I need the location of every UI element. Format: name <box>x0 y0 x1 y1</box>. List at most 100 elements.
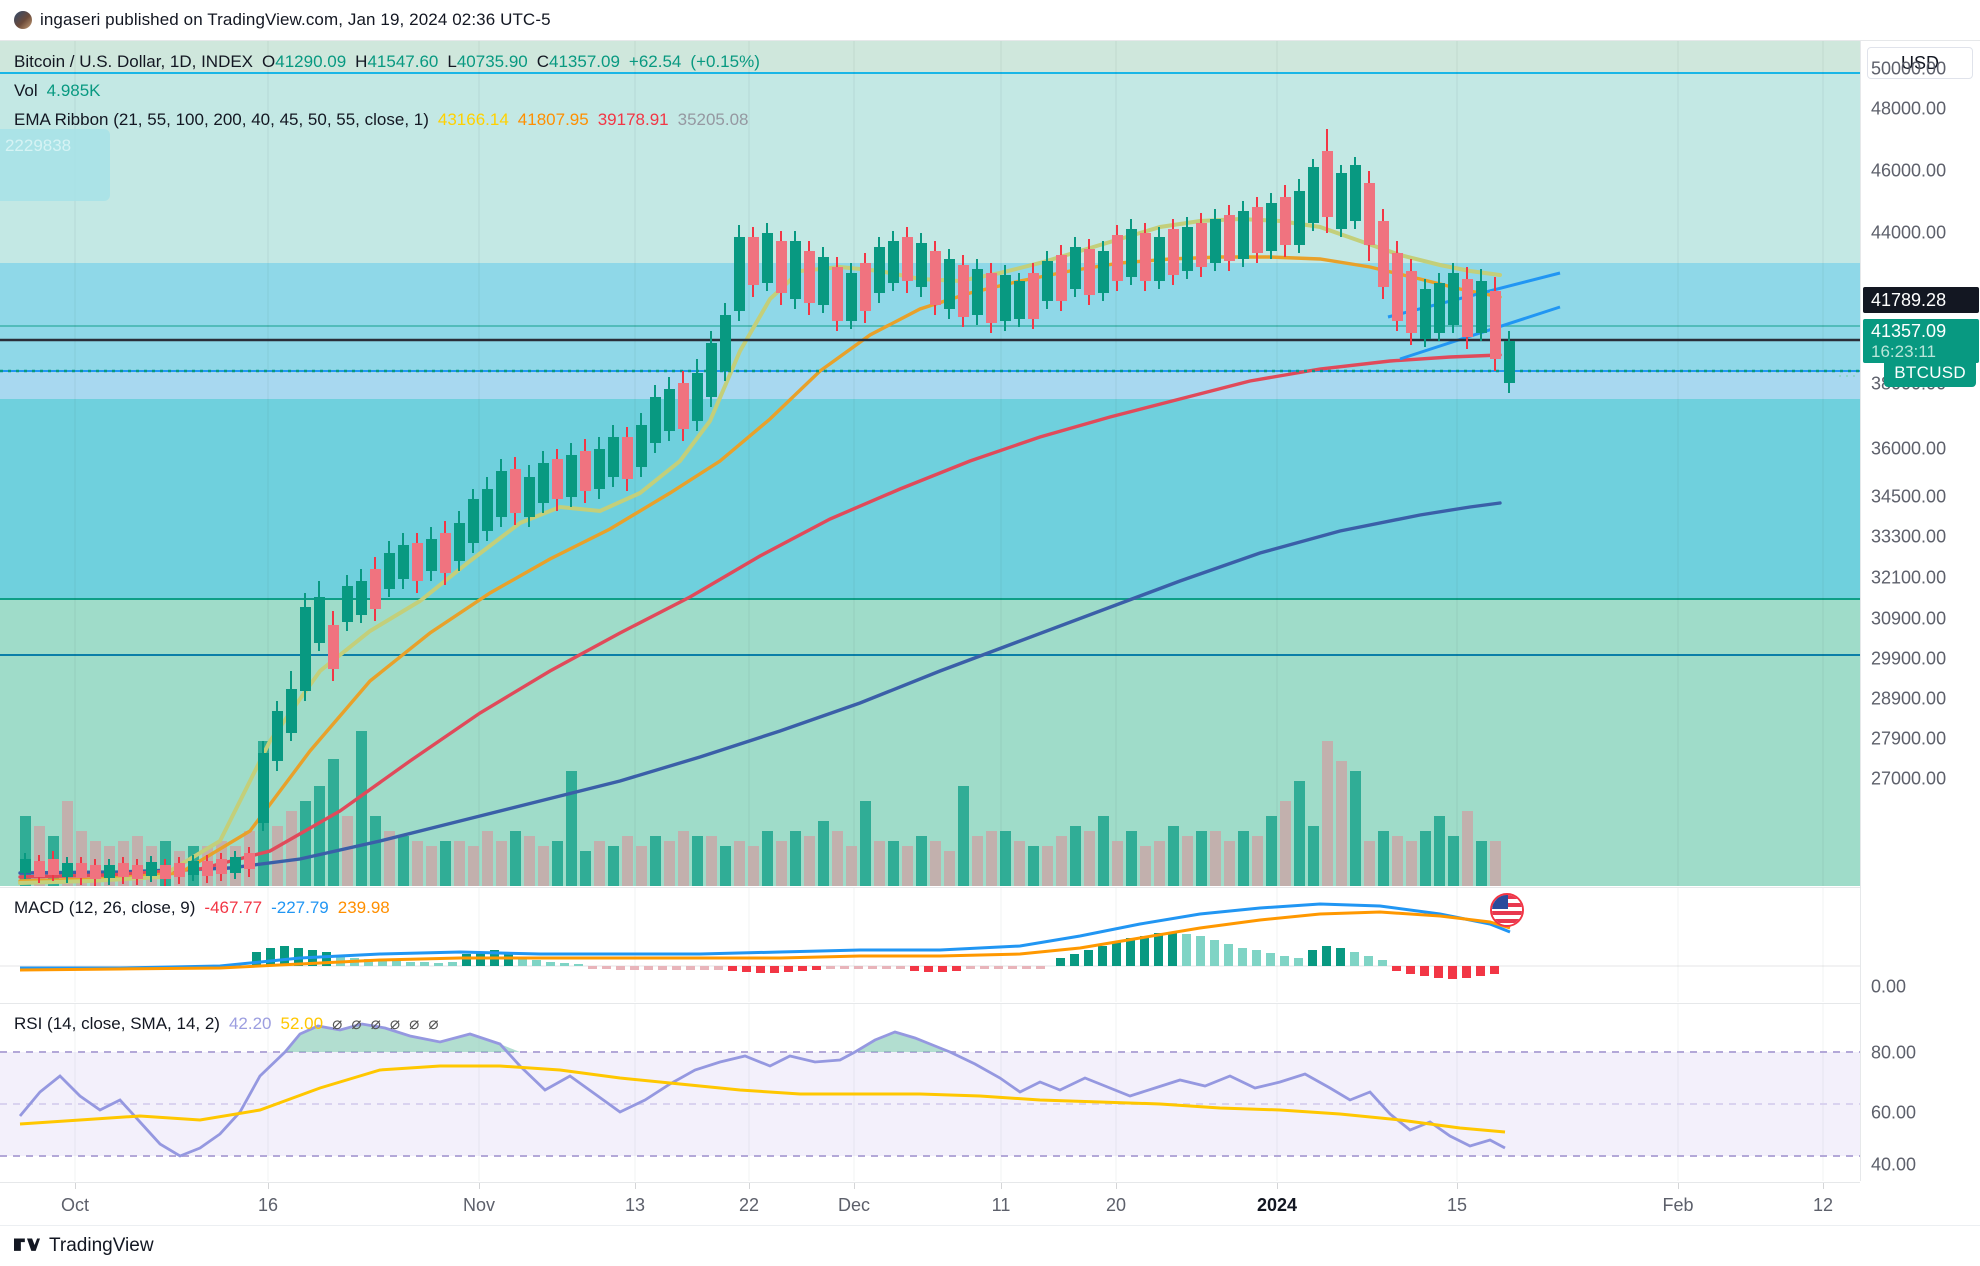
macd-hist-value: -467.77 <box>204 898 263 917</box>
price-tick-36000: 36000.00 <box>1871 438 1947 459</box>
ema-55-line <box>18 255 1502 883</box>
legend-volume-row[interactable]: Vol 4.985K <box>14 76 760 105</box>
legend-ema-100-value: 39178.91 <box>597 110 669 129</box>
legend-close: C41357.09 <box>536 52 620 71</box>
macd-tick-0: 0.00 <box>1871 976 1907 997</box>
time-axis[interactable]: Oct 16 Nov 13 22 Dec 11 20 2024 15 Feb 1… <box>0 1182 1860 1226</box>
legend-change-pct: (+0.15%) <box>690 52 760 71</box>
price-tick-48000: 48000.00 <box>1871 98 1947 119</box>
price-tick-44000: 44000.00 <box>1871 222 1947 243</box>
price-tick-33300: 33300.00 <box>1871 526 1947 547</box>
rsi-value: 42.20 <box>228 1014 272 1033</box>
rsi-legend-label: RSI (14, close, SMA, 14, 2) <box>14 1014 220 1033</box>
time-label-15: 15 <box>1446 1195 1468 1215</box>
rsi-empty-6: ⌀ <box>428 1014 439 1033</box>
publish-text: ingaseri published on TradingView.com, J… <box>40 10 551 29</box>
ghost-line-1: 0%) 2229838 <box>0 136 72 155</box>
rsi-empty-3: ⌀ <box>370 1014 381 1033</box>
macd-canvas <box>0 888 1860 1002</box>
legend-symbol-title: Bitcoin / U.S. Dollar, 1D, INDEX <box>14 52 254 71</box>
time-label-16: 16 <box>257 1195 279 1215</box>
rsi-empty-5: ⌀ <box>409 1014 420 1033</box>
rsi-empty-4: ⌀ <box>389 1014 401 1033</box>
legend-ema-55-value: 41807.95 <box>517 110 589 129</box>
rsi-legend: RSI (14, close, SMA, 14, 2) 42.20 52.00 … <box>14 1009 439 1038</box>
time-label-dec: Dec <box>837 1195 871 1215</box>
chart-legend: Bitcoin / U.S. Dollar, 1D, INDEX O41290.… <box>14 47 760 134</box>
time-label-oct: Oct <box>60 1195 90 1215</box>
rsi-tick-60: 60.00 <box>1871 1102 1917 1123</box>
price-tick-30900: 30900.00 <box>1871 608 1947 629</box>
price-tick-34500: 34500.00 <box>1871 486 1947 507</box>
price-pane[interactable] <box>0 41 1860 886</box>
last-price-value: 41357.09 <box>1871 320 1947 341</box>
macd-legend-row[interactable]: MACD (12, 26, close, 9) -467.77 -227.79 … <box>14 893 390 922</box>
legend-volume-label: Vol <box>14 81 38 100</box>
macd-line <box>20 902 1511 970</box>
tradingview-logo-icon <box>14 1238 40 1255</box>
time-label-2024: 2024 <box>1256 1195 1298 1215</box>
rsi-sma-value: 52.00 <box>280 1014 324 1033</box>
price-tick-27900: 27900.00 <box>1871 728 1947 749</box>
time-label-20: 20 <box>1105 1195 1127 1215</box>
macd-signal-line <box>19 910 1511 972</box>
rsi-pane[interactable] <box>0 1003 1860 1181</box>
tradingview-wordmark: TradingView <box>49 1235 154 1256</box>
legend-high: H41547.60 <box>355 52 439 71</box>
price-tick-32100: 32100.00 <box>1871 567 1947 588</box>
legend-ema-200-value: 35205.08 <box>677 110 749 129</box>
rsi-tick-40: 40.00 <box>1871 1154 1917 1175</box>
candlesticks <box>20 129 1515 886</box>
macd-legend-label: MACD (12, 26, close, 9) <box>14 898 196 917</box>
legend-ema-row[interactable]: EMA Ribbon (21, 55, 100, 200, 40, 45, 50… <box>14 105 760 134</box>
time-label-22: 22 <box>738 1195 760 1215</box>
price-tick-29900: 29900.00 <box>1871 648 1947 669</box>
rsi-empty-2: ⌀ <box>351 1014 362 1033</box>
publish-bar: ingaseri published on TradingView.com, J… <box>0 0 1980 40</box>
drawing-info-box[interactable]: 0%) 2229838 ars 3M <box>0 129 110 201</box>
legend-change: +62.54 <box>628 52 682 71</box>
tv-glyph <box>14 1238 40 1251</box>
price-scale[interactable]: USD 50000.00 48000.00 46000.00 44000.00 … <box>1860 41 1980 1181</box>
legend-low: L40735.90 <box>447 52 528 71</box>
rsi-legend-row[interactable]: RSI (14, close, SMA, 14, 2) 42.20 52.00 … <box>14 1009 439 1038</box>
us-flag-marker[interactable] <box>1490 893 1524 927</box>
macd-legend: MACD (12, 26, close, 9) -467.77 -227.79 … <box>14 893 390 922</box>
ema-200-line <box>18 501 1502 875</box>
last-price-badge[interactable]: 41357.09 16:23:11 <box>1863 319 1979 363</box>
legend-ema-21-value: 43166.14 <box>437 110 509 129</box>
legend-ema-label: EMA Ribbon (21, 55, 100, 200, 40, 45, 50… <box>14 110 429 129</box>
time-label-nov: Nov <box>462 1195 496 1215</box>
ghost-line-2: ars <box>0 158 110 183</box>
price-tick-28900: 28900.00 <box>1871 688 1947 709</box>
price-scale-currency[interactable]: USD <box>1867 47 1973 79</box>
ticker-overflow-dots[interactable]: ··· <box>1837 365 1858 385</box>
macd-line-value: -227.79 <box>271 898 329 917</box>
macd-signal-value: 239.98 <box>337 898 390 917</box>
rsi-empty-1: ⌀ <box>332 1014 343 1033</box>
avatar <box>14 11 32 29</box>
macd-histogram <box>252 932 1499 979</box>
flag-canton <box>1492 895 1508 909</box>
prev-close-badge[interactable]: 41789.28 <box>1863 287 1979 313</box>
price-tick-50000: 50000.00 <box>1871 58 1947 79</box>
time-label-feb: Feb <box>1662 1195 1694 1215</box>
price-tick-46000: 46000.00 <box>1871 160 1947 181</box>
price-pane-canvas <box>0 41 1860 886</box>
footer: TradingView <box>0 1225 1980 1266</box>
time-label-11: 11 <box>991 1195 1011 1215</box>
last-price-countdown: 16:23:11 <box>1871 341 1936 361</box>
legend-open: O41290.09 <box>262 52 347 71</box>
time-label-13: 13 <box>624 1195 646 1215</box>
ticker-pill[interactable]: BTCUSD <box>1884 359 1976 387</box>
legend-symbol-row[interactable]: Bitcoin / U.S. Dollar, 1D, INDEX O41290.… <box>14 47 760 76</box>
rsi-canvas <box>0 1004 1860 1181</box>
rsi-sma-line <box>19 1064 1506 1134</box>
ghost-line-3: 3M <box>0 183 110 208</box>
time-label-12: 12 <box>1812 1195 1834 1215</box>
price-tick-27000: 27000.00 <box>1871 768 1947 789</box>
rsi-line <box>18 1022 1506 1158</box>
rsi-tick-80: 80.00 <box>1871 1042 1917 1063</box>
macd-pane[interactable] <box>0 887 1860 1002</box>
chart-frame[interactable]: Bitcoin / U.S. Dollar, 1D, INDEX O41290.… <box>0 40 1980 1226</box>
